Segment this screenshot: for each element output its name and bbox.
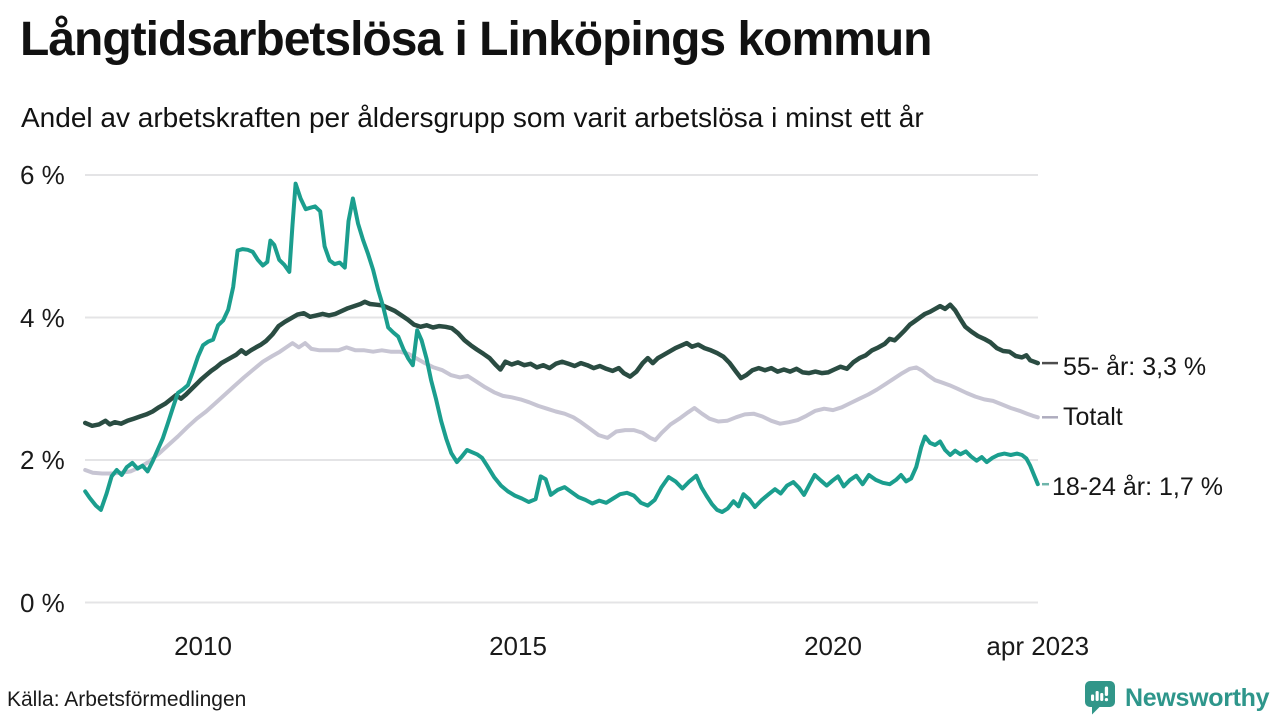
source-note: Källa: Arbetsförmedlingen — [7, 688, 247, 711]
line-totalt — [83, 341, 1040, 476]
chart-subtitle: Andel av arbetskraften per åldersgrupp s… — [21, 102, 924, 133]
page-title: Långtidsarbetslösa i Linköpings kommun — [20, 13, 932, 66]
y-tick-label: 2 % — [20, 445, 65, 475]
x-tick-label: 2015 — [489, 631, 547, 661]
newsworthy-logo: Newsworthy — [1085, 681, 1270, 715]
y-tick-label: 0 % — [20, 587, 65, 618]
series-end-label-18-24-ar: 18-24 år: 1,7 % — [1052, 473, 1223, 502]
line-18-24-ar — [83, 181, 1040, 514]
y-tick-label: 6 % — [20, 160, 65, 190]
x-tick-label: apr 2023 — [986, 631, 1090, 661]
x-tick-label: 2010 — [174, 631, 232, 661]
x-tick-label: 2020 — [804, 631, 862, 661]
line-55-ar — [82, 299, 1041, 429]
series-end-label-55-ar: 55- år: 3,3 % — [1063, 353, 1207, 382]
series-end-label-totalt: Totalt — [1063, 403, 1123, 432]
newsworthy-wordmark: Newsworthy — [1125, 683, 1270, 712]
y-tick-label: 4 % — [20, 302, 65, 333]
newsworthy-bubble-icon — [1085, 681, 1115, 715]
